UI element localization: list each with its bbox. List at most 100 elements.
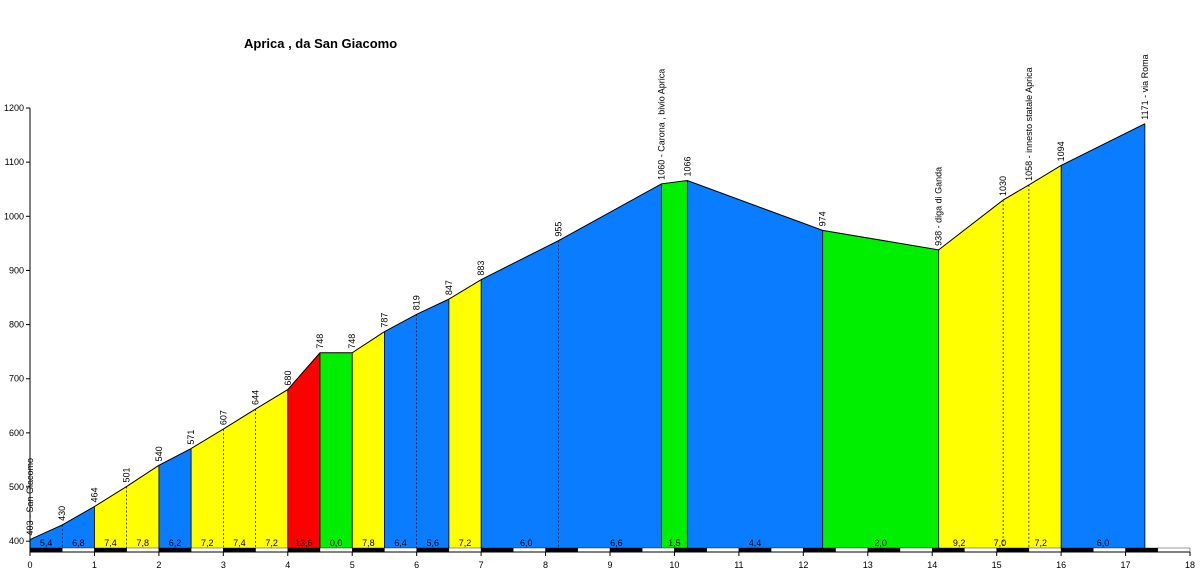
point-label-12: 819 [412,295,422,310]
y-tick-label-400: 400 [9,536,24,546]
km-bar-cell-12 [416,547,450,553]
point-label-21: 1058 - innesto statale Aprica [1024,67,1034,181]
profile-path [29,123,1146,541]
point-label-10: 748 [347,334,357,349]
point-label-2: 464 [89,487,99,502]
point-label-1: 430 [57,506,67,521]
point-labels: 403 - San Giacomo 430 464 501 540 571 607 644 68… [25,54,1150,535]
point-dividers [61,123,1146,552]
point-label-0: 403 - San Giacomo [25,458,35,536]
grade-label-0-1: 6,8 [72,538,85,548]
segment-fill-6 [352,331,385,552]
grade-label-9-1: 6,6 [610,538,623,548]
segment-fill-10 [661,180,688,552]
y-tick-label-1200: 1200 [4,103,24,113]
x-tick-label-2: 2 [156,560,161,570]
x-tick-label-17: 17 [1121,560,1131,570]
y-tick-label-900: 900 [9,265,24,275]
km-bar-cell-33 [1093,547,1126,553]
grade-label-7-1: 5,6 [427,538,440,548]
grade-label-1-0: 7,4 [104,538,117,548]
y-tick-label-1000: 1000 [4,211,24,221]
x-tick-label-1: 1 [92,560,97,570]
segment-fill-14 [1061,123,1145,552]
grade-label-7-0: 6,4 [394,538,407,548]
km-bar-cell-20 [674,547,707,553]
y-tick-label-700: 700 [9,374,24,384]
profile-line [29,123,1146,541]
km-bar-cell-3 [126,547,160,553]
km-bar-cell-2 [94,547,127,553]
point-label-7: 644 [251,390,261,405]
km-bar-cell-9 [319,547,353,553]
km-bar-cell-0 [29,547,63,553]
km-bar-cell-27 [899,547,933,553]
km-bar-cell-18 [609,547,643,553]
segment-fills [30,123,1145,552]
x-tick-label-7: 7 [479,560,484,570]
x-tick-label-14: 14 [927,560,937,570]
grade-label-3-0: 7,2 [201,538,214,548]
km-bar-cell-1 [62,547,95,553]
km-bar-cell-24 [803,547,836,553]
segment-fill-12 [822,230,939,552]
segment-fill-3 [191,389,288,552]
point-label-15: 955 [553,222,563,237]
grade-label-10-0: 1,5 [668,538,681,548]
segment-fill-8 [448,279,482,552]
km-bar-cell-22 [738,547,772,553]
grade-label-12-0: 2,0 [874,538,887,548]
segment-fill-7 [384,299,449,552]
point-label-5: 571 [186,430,196,445]
km-bar-cell-13 [448,547,482,553]
x-tick-label-6: 6 [414,560,419,570]
point-label-4: 540 [154,446,164,461]
grade-label-2-0: 6,2 [169,538,182,548]
x-tick-label-4: 4 [285,560,290,570]
grade-label-8-0: 7,2 [459,538,472,548]
segment-fill-11 [687,180,823,552]
point-label-11: 787 [379,313,389,328]
km-bar-cell-17 [577,547,611,553]
x-tick-label-12: 12 [798,560,808,570]
km-bar-cell-14 [480,547,514,553]
km-bar-cell-5 [190,547,224,553]
km-bar-cell-28 [932,547,965,553]
km-bar-cell-26 [867,547,901,553]
x-tick-label-5: 5 [350,560,355,570]
y-tick-label-600: 600 [9,428,24,438]
point-label-23: 1171 - via Roma [1140,54,1150,119]
km-bar-cell-23 [770,547,804,553]
segment-fill-5 [320,352,353,552]
km-scale-bar [29,547,1191,553]
segment-fill-2 [158,448,192,552]
grade-label-14-0: 6,0 [1097,538,1110,548]
x-tick-label-8: 8 [543,560,548,570]
point-label-19: 938 - diga di Ganda [934,167,944,246]
x-tick-label-10: 10 [669,560,679,570]
grade-label-13-0: 9,2 [953,538,966,548]
x-tick-label-9: 9 [607,560,612,570]
grade-label-13-1: 7,0 [994,538,1007,548]
km-bar-cell-7 [255,547,288,553]
point-label-17: 1066 [682,157,692,177]
point-label-18: 974 [818,211,828,226]
point-label-3: 501 [122,467,132,482]
point-label-16: 1060 - Carona , bivio Aprica [657,69,667,180]
x-tick-label-3: 3 [221,560,226,570]
km-bar-cell-21 [706,547,740,553]
chart-title: Aprica , da San Giacomo [244,36,397,51]
point-label-6: 607 [218,410,228,425]
grade-labels: 5,4 6,8 7,4 7,8 6,2 7,2 7,4 7,2 13,6 0,0 7,8 6,4 5,6… [40,538,1109,548]
point-label-9: 748 [315,334,325,349]
point-label-14: 883 [476,261,486,276]
km-bar-cell-16 [545,547,578,553]
y-tick-label-500: 500 [9,482,24,492]
grade-label-3-2: 7,2 [265,538,278,548]
segment-fill-4 [287,352,320,552]
km-bar-cell-11 [384,547,417,553]
segment-fill-1 [94,465,159,552]
point-label-8: 680 [283,371,293,386]
y-tick-label-800: 800 [9,320,24,330]
km-bar-cell-25 [835,547,868,553]
